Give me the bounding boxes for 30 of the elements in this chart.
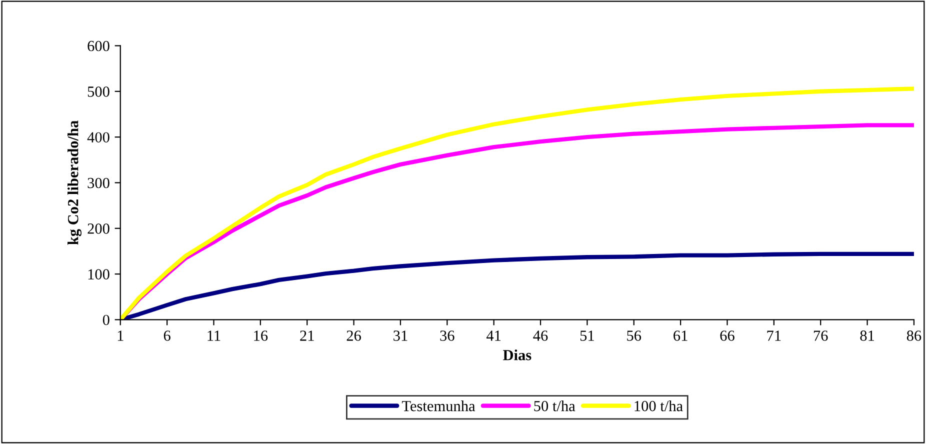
legend-label: 100 t/ha xyxy=(634,400,683,412)
x-tick-label: 41 xyxy=(486,330,501,341)
x-tick-label: 11 xyxy=(208,330,220,341)
x-tick-label: 36 xyxy=(440,330,454,341)
y-tick-label: 0 xyxy=(102,314,110,326)
y-tick-label: 100 xyxy=(88,269,110,280)
x-tick-label: 76 xyxy=(814,330,828,341)
x-tick-label: 71 xyxy=(767,330,781,341)
x-tick-label: 46 xyxy=(533,330,548,341)
y-tick-label: 600 xyxy=(88,40,110,52)
x-tick-label: 81 xyxy=(860,330,874,341)
x-tick-label: 6 xyxy=(164,330,170,341)
x-tick-label: 1 xyxy=(118,330,124,341)
y-axis-title: kg Co2 liberado/ha xyxy=(68,120,82,245)
x-axis-title: Dias xyxy=(503,350,532,360)
legend-label: Testemunha xyxy=(402,400,476,412)
x-tick-label: 51 xyxy=(580,330,594,341)
y-tick-label: 300 xyxy=(88,178,110,188)
x-tick-label: 66 xyxy=(720,330,734,341)
x-tick-label: 61 xyxy=(674,330,688,341)
x-tick-label: 86 xyxy=(906,330,922,341)
x-tick-label: 16 xyxy=(254,330,268,341)
y-tick-label: 200 xyxy=(88,224,110,234)
x-tick-label: 31 xyxy=(394,330,408,341)
x-tick-label: 21 xyxy=(300,330,314,341)
legend-label: 50 t/ha xyxy=(534,400,576,412)
x-tick-label: 56 xyxy=(627,330,642,341)
y-tick-label: 400 xyxy=(87,132,110,142)
y-tick-label: 500 xyxy=(88,86,110,97)
x-tick-label: 26 xyxy=(346,330,361,341)
